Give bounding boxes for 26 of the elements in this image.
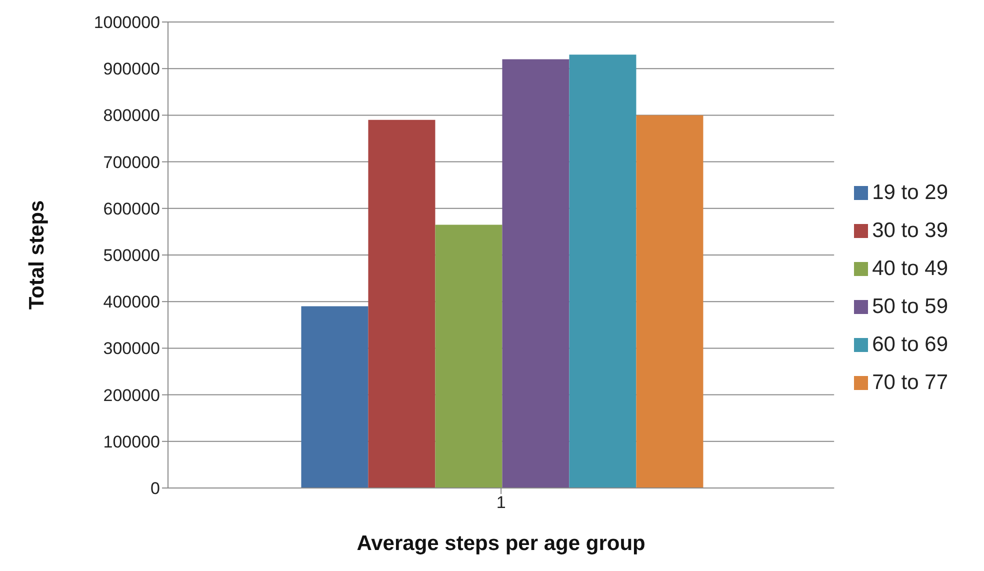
bar bbox=[569, 54, 636, 488]
y-tick-label: 100000 bbox=[103, 432, 160, 452]
legend-label: 30 to 39 bbox=[872, 219, 948, 242]
y-tick-label: 200000 bbox=[103, 386, 160, 405]
y-tick-label: 0 bbox=[150, 479, 160, 498]
y-axis-title: Total steps bbox=[25, 200, 48, 310]
bar bbox=[636, 115, 704, 488]
legend-label: 60 to 69 bbox=[872, 333, 948, 356]
bar bbox=[368, 120, 436, 488]
y-tick-label: 500000 bbox=[103, 246, 160, 266]
y-tick-label: 300000 bbox=[103, 339, 160, 358]
y-tick-label: 900000 bbox=[103, 60, 160, 79]
bar bbox=[435, 224, 502, 488]
legend-label: 50 to 59 bbox=[872, 295, 948, 318]
y-tick-label: 800000 bbox=[103, 106, 160, 126]
bar bbox=[301, 306, 368, 488]
x-tick-label: 1 bbox=[496, 493, 506, 512]
bar bbox=[502, 59, 570, 488]
y-tick-label: 600000 bbox=[103, 199, 160, 218]
y-tick-label: 700000 bbox=[103, 152, 160, 172]
legend-label: 19 to 29 bbox=[872, 181, 948, 204]
y-tick-label: 400000 bbox=[103, 292, 160, 312]
y-tick-label: 1000000 bbox=[94, 13, 160, 32]
legend-label: 40 to 49 bbox=[872, 257, 948, 280]
x-axis-title: Average steps per age group bbox=[356, 532, 646, 555]
legend-label: 70 to 77 bbox=[872, 371, 948, 394]
